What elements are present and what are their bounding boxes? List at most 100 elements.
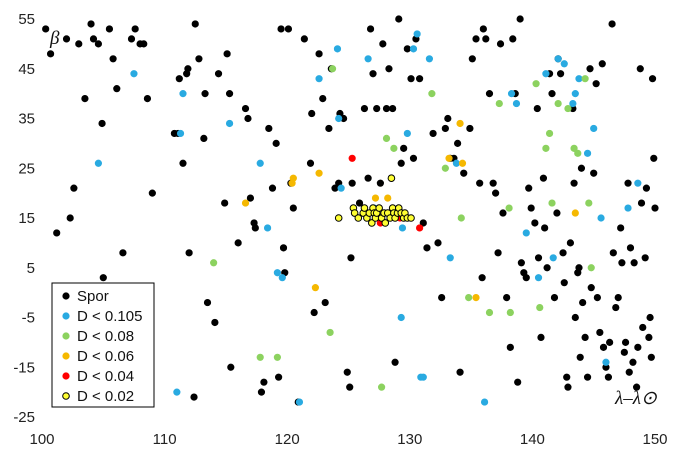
point-series-1 xyxy=(634,179,642,187)
point-series-4 xyxy=(348,154,356,162)
point-series-0 xyxy=(265,124,273,133)
point-series-0 xyxy=(566,239,575,247)
point-series-0 xyxy=(279,244,288,252)
point-series-2 xyxy=(390,144,398,152)
point-series-0 xyxy=(541,224,549,232)
y-tick-label: 45 xyxy=(18,61,35,78)
point-series-0 xyxy=(645,333,653,342)
point-series-5 xyxy=(367,219,376,227)
point-series-0 xyxy=(195,55,203,63)
point-series-0 xyxy=(633,383,641,391)
point-series-0 xyxy=(636,65,644,73)
point-series-0 xyxy=(634,343,642,351)
point-series-1 xyxy=(176,129,185,138)
x-axis-label: λ–λ⊙ xyxy=(614,388,657,409)
point-series-0 xyxy=(625,368,633,376)
point-series-2 xyxy=(505,204,513,212)
point-series-1 xyxy=(295,398,304,406)
point-series-2 xyxy=(554,99,562,108)
point-series-0 xyxy=(614,294,622,302)
point-series-0 xyxy=(460,169,468,177)
point-series-0 xyxy=(403,45,411,53)
point-series-0 xyxy=(438,294,446,302)
point-series-3 xyxy=(571,209,579,217)
y-tick-label: 5 xyxy=(27,260,35,277)
point-series-2 xyxy=(542,144,550,152)
point-series-0 xyxy=(300,35,308,43)
point-series-0 xyxy=(347,254,355,262)
point-series-0 xyxy=(99,274,107,282)
point-series-0 xyxy=(553,209,561,217)
point-series-1 xyxy=(225,119,234,128)
point-series-1 xyxy=(569,99,577,108)
point-series-0 xyxy=(379,40,387,48)
point-series-0 xyxy=(105,25,114,33)
x-tick-labels: 100 110 120 130 140 150 xyxy=(29,431,667,448)
point-series-1 xyxy=(403,129,411,138)
point-series-3 xyxy=(458,159,467,167)
legend-label: D < 0.08 xyxy=(77,328,134,345)
point-series-0 xyxy=(389,104,397,113)
point-series-0 xyxy=(478,274,486,282)
point-series-0 xyxy=(306,159,315,167)
point-series-0 xyxy=(429,129,437,138)
point-series-0 xyxy=(485,90,494,98)
point-series-0 xyxy=(514,378,522,386)
point-series-0 xyxy=(575,264,583,272)
point-series-0 xyxy=(364,174,372,182)
point-series-2 xyxy=(564,104,572,113)
point-series-1 xyxy=(597,214,605,222)
point-series-0 xyxy=(592,80,600,88)
point-series-1 xyxy=(560,60,568,68)
point-series-0 xyxy=(373,104,381,113)
point-series-5 xyxy=(381,219,390,227)
x-tick-label: 100 xyxy=(29,431,54,448)
point-series-0 xyxy=(456,368,464,376)
point-series-3 xyxy=(456,119,464,128)
point-series-0 xyxy=(604,373,613,381)
y-tick-label: 35 xyxy=(18,111,35,128)
point-series-0 xyxy=(599,343,608,351)
point-series-3 xyxy=(241,199,250,207)
point-series-0 xyxy=(89,35,98,43)
point-series-0 xyxy=(223,50,231,58)
point-series-0 xyxy=(143,94,152,103)
point-series-0 xyxy=(227,363,235,371)
point-series-2 xyxy=(428,90,436,98)
point-series-1 xyxy=(256,159,264,167)
point-series-0 xyxy=(650,154,658,162)
point-series-0 xyxy=(66,214,74,222)
point-series-0 xyxy=(185,249,193,257)
point-series-0 xyxy=(310,308,318,317)
point-series-1 xyxy=(590,124,598,133)
point-series-5 xyxy=(350,209,359,217)
legend: Spor D < 0.105 D < 0.08 D < 0.06 D < 0.04 D <… xyxy=(51,282,155,408)
point-series-1 xyxy=(554,55,562,63)
point-series-1 xyxy=(575,75,583,83)
point-series-2 xyxy=(570,144,578,152)
point-series-0 xyxy=(201,90,209,98)
y-tick-label: 55 xyxy=(18,11,35,28)
point-series-0 xyxy=(581,333,589,342)
point-series-5 xyxy=(375,204,383,212)
point-series-0 xyxy=(639,323,647,332)
point-series-0 xyxy=(641,254,649,262)
point-series-0 xyxy=(225,90,234,98)
legend-label: D < 0.105 xyxy=(77,308,142,325)
point-series-1 xyxy=(413,30,421,38)
legend-label: D < 0.04 xyxy=(77,368,134,385)
point-series-0 xyxy=(617,224,625,232)
x-tick-label: 140 xyxy=(520,431,545,448)
legend-label: D < 0.02 xyxy=(77,388,134,405)
point-series-0 xyxy=(618,259,626,267)
x-tick-label: 150 xyxy=(642,431,667,448)
point-series-2 xyxy=(441,164,449,172)
point-series-1 xyxy=(333,45,342,53)
point-series-2 xyxy=(273,353,281,361)
point-series-5 xyxy=(354,214,363,222)
point-series-0 xyxy=(556,70,565,78)
point-series-0 xyxy=(360,104,369,113)
point-series-0 xyxy=(382,104,391,113)
point-series-0 xyxy=(348,179,356,187)
point-series-0 xyxy=(534,254,543,262)
